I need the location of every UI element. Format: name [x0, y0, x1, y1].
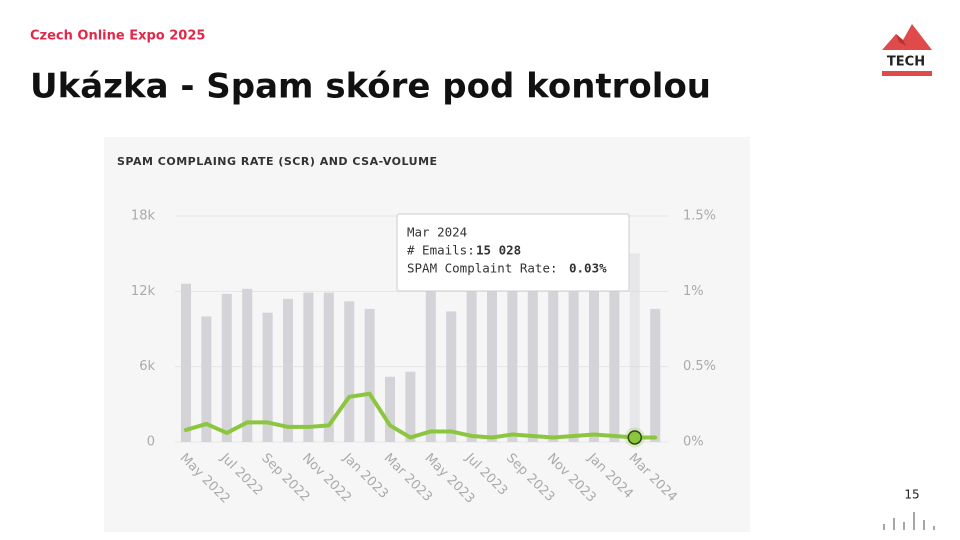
line	[184, 391, 658, 440]
y2-tick-label: 1.5%	[683, 209, 716, 224]
bar	[323, 292, 334, 442]
y2-tick-label: 1%	[683, 284, 704, 299]
bar	[242, 288, 253, 442]
bar	[262, 312, 273, 442]
marker	[627, 430, 643, 445]
bar	[364, 308, 375, 442]
tooltip: Mar 2024 # Emails: 15 028 SPAM Complaint…	[396, 213, 630, 292]
bar	[548, 232, 559, 442]
bar	[425, 285, 436, 442]
bar	[385, 376, 395, 442]
bar	[221, 293, 232, 442]
logo-text: TECH	[887, 55, 925, 70]
bar	[181, 283, 191, 442]
bar	[507, 266, 518, 442]
logo: TECH	[882, 24, 932, 76]
chart-title: SPAM COMPLAING RATE (SCR) AND CSA-VOLUME	[117, 155, 438, 168]
bar	[405, 371, 416, 442]
tooltip-value: 15 028	[476, 243, 521, 258]
bar	[303, 292, 314, 442]
y-tick-label: 18k	[131, 209, 156, 224]
y2-tick-label: 0%	[683, 435, 704, 450]
footer-icon	[883, 512, 935, 530]
bar	[568, 280, 579, 442]
bar	[466, 278, 477, 442]
tooltip-label: # Emails:	[407, 243, 475, 258]
y-tick-label: 0	[147, 435, 155, 450]
bar	[629, 253, 640, 442]
bar	[609, 272, 620, 442]
tooltip-title: Mar 2024	[407, 225, 467, 240]
page-number: 15	[904, 488, 919, 502]
bar	[589, 269, 599, 442]
bar	[446, 311, 457, 442]
tooltip-value: 0.03%	[569, 261, 607, 276]
y2-tick-label: 0.5%	[683, 359, 716, 374]
y-tick-label: 12k	[131, 284, 156, 299]
event: Czech Online Expo 2025	[30, 29, 205, 44]
bar	[527, 272, 538, 442]
y-tick-label: 6k	[139, 359, 155, 374]
slide-title: Ukázka - Spam skóre pod kontrolou	[30, 67, 711, 107]
bar	[283, 298, 293, 442]
bar	[201, 316, 212, 442]
bar	[344, 301, 355, 442]
tooltip-label: SPAM Complaint Rate:	[407, 261, 558, 276]
bar	[650, 308, 661, 442]
bar	[487, 272, 497, 442]
